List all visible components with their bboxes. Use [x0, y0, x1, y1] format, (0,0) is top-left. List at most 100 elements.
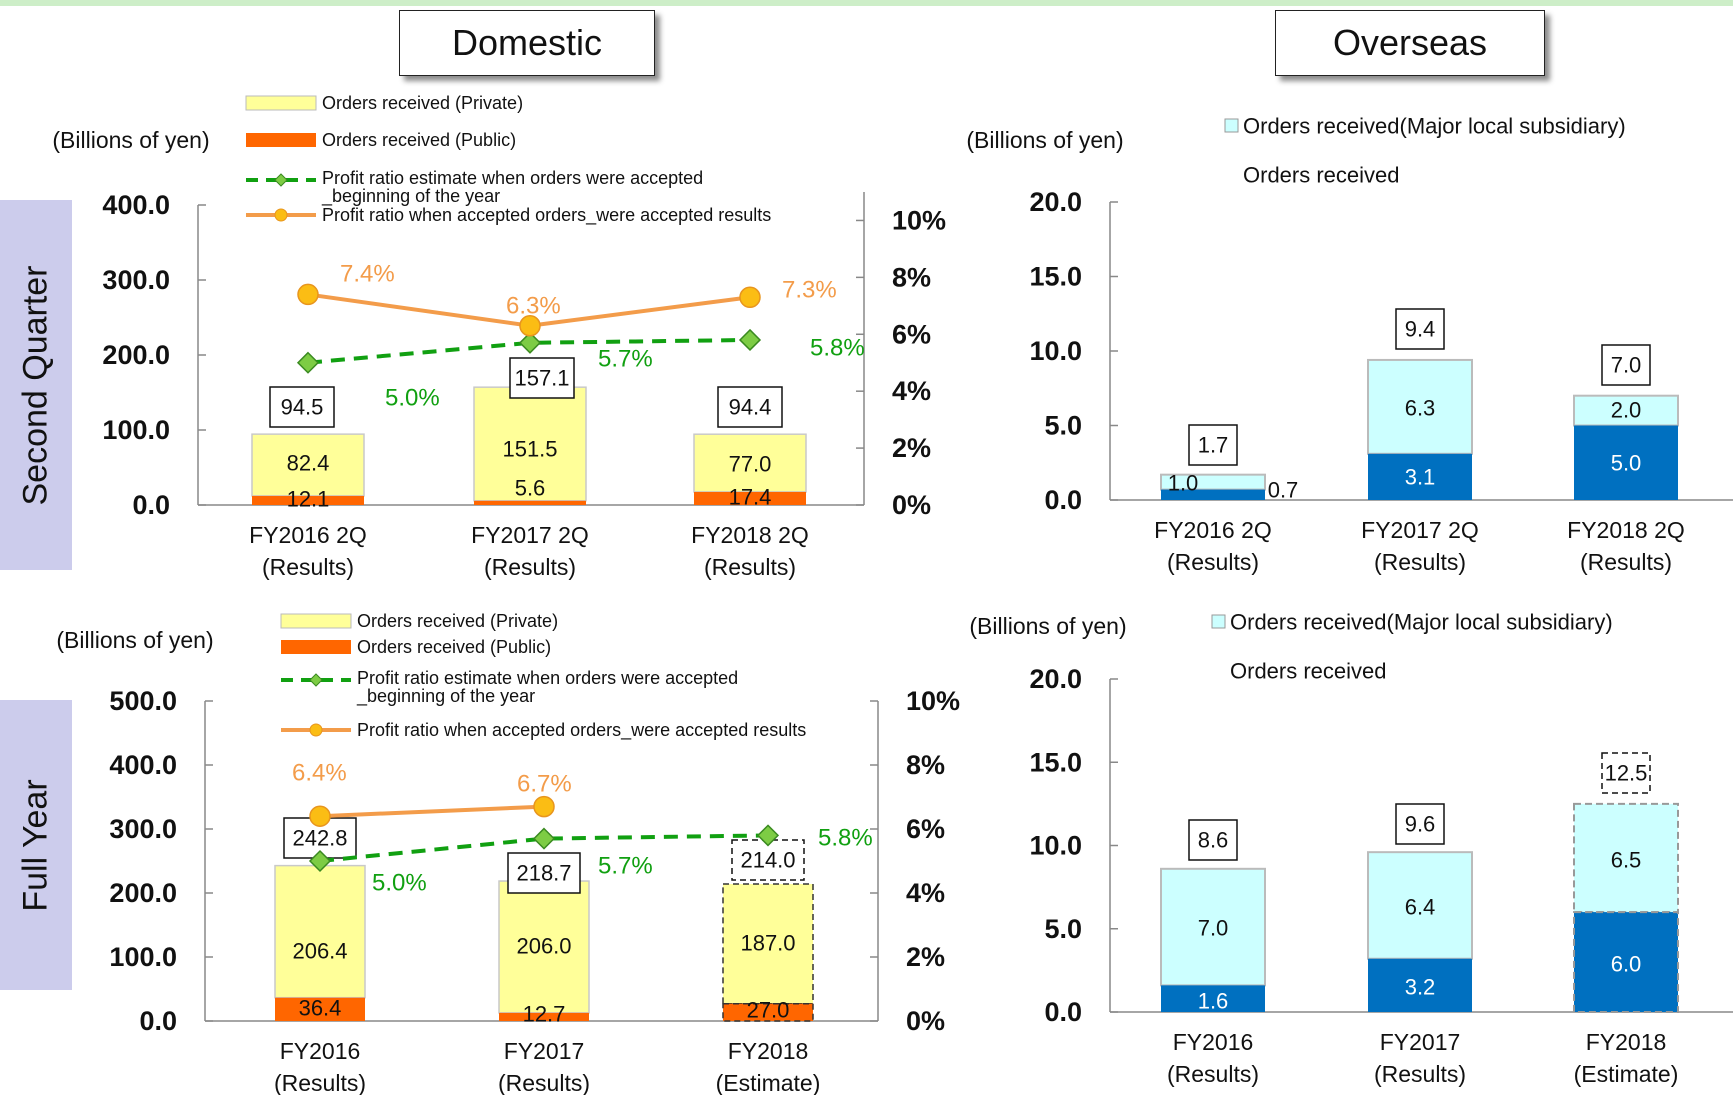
- x-tick-label: FY2018: [728, 1038, 809, 1064]
- bar-subsidiary-label: 0.7: [1268, 478, 1299, 503]
- bar-total-label: 7.0: [1611, 353, 1642, 378]
- y2-tick-label: 8%: [892, 262, 931, 292]
- bar-subsidiary-label: 6.0: [1611, 952, 1642, 977]
- y-tick-label: 0.0: [139, 1006, 177, 1036]
- bar-subsidiary-label: 1.6: [1198, 989, 1229, 1014]
- bar-total-label: 94.5: [281, 395, 324, 420]
- bar-public: [474, 501, 586, 505]
- y2-tick-label: 6%: [892, 319, 931, 349]
- x-tick-label: (Results): [704, 554, 796, 580]
- x-tick-label: (Estimate): [716, 1070, 821, 1095]
- x-tick-label: (Results): [1167, 549, 1259, 575]
- y-tick-label: 5.0: [1044, 914, 1082, 944]
- bar-total-label: 12.5: [1605, 761, 1648, 786]
- y-axis-title: (Billions of yen): [56, 627, 213, 653]
- result-ratio-point: [740, 287, 760, 307]
- y-axis-title: (Billions of yen): [966, 127, 1123, 153]
- y-tick-label: 20.0: [1029, 187, 1082, 217]
- legend-marker-estimate: [310, 674, 322, 686]
- bar-subsidiary-label: 5.0: [1611, 451, 1642, 476]
- estimate-ratio-label: 5.8%: [818, 825, 873, 852]
- y2-tick-label: 6%: [906, 814, 945, 844]
- y2-tick-label: 2%: [906, 942, 945, 972]
- x-tick-label: (Estimate): [1574, 1061, 1679, 1087]
- y-tick-label: 200.0: [102, 340, 170, 370]
- y2-tick-label: 0%: [892, 490, 931, 520]
- legend-swatch-private: [246, 96, 316, 110]
- bar-subsidiary-label: 3.1: [1405, 465, 1436, 490]
- result-ratio-label: 7.4%: [340, 261, 395, 288]
- bar-private-label: 151.5: [502, 437, 557, 462]
- result-ratio-label: 7.3%: [782, 277, 837, 304]
- legend-swatch-public: [281, 640, 351, 654]
- bar-subsidiary-label: 3.2: [1405, 975, 1436, 1000]
- x-tick-label: FY2016: [1173, 1029, 1254, 1055]
- legend-swatch-others: [1212, 615, 1225, 628]
- legend-label-estimate: Profit ratio estimate when orders were a…: [357, 668, 738, 688]
- bar-total-label: 94.4: [729, 395, 772, 420]
- x-tick-label: (Results): [262, 554, 354, 580]
- x-tick-label: (Results): [1374, 549, 1466, 575]
- estimate-ratio-point: [740, 330, 760, 350]
- bar-private-label: 77.0: [729, 452, 772, 477]
- y-tick-label: 0.0: [132, 490, 170, 520]
- bar-public-label: 36.4: [299, 996, 342, 1021]
- legend-label-others: Orders received(Major local subsidiary): [1243, 114, 1626, 139]
- legend-label-result: Profit ratio when accepted orders_were a…: [322, 205, 771, 226]
- result-ratio-point: [298, 284, 318, 304]
- bar-private: [275, 866, 365, 998]
- y2-tick-label: 4%: [906, 878, 945, 908]
- x-tick-label: FY2018: [1586, 1029, 1667, 1055]
- legend-label-orders: Orders received: [1230, 659, 1387, 684]
- x-tick-label: FY2018 2Q: [1567, 517, 1685, 543]
- bar-others-label: 2.0: [1611, 398, 1642, 423]
- bar-others-label: 1.0: [1168, 471, 1199, 496]
- bar-total-label: 1.7: [1198, 433, 1229, 458]
- bar-total-label: 218.7: [516, 861, 571, 886]
- legend-marker-estimate: [275, 174, 287, 186]
- estimate-ratio-label: 5.0%: [385, 385, 440, 412]
- x-tick-label: FY2017 2Q: [471, 522, 589, 548]
- y-tick-label: 400.0: [102, 190, 170, 220]
- legend-label-estimate-cont: _beginning of the year: [321, 186, 500, 207]
- bar-public-label: 12.7: [523, 1002, 566, 1027]
- legend-label-public: Orders received (Public): [322, 130, 516, 150]
- x-tick-label: (Results): [484, 554, 576, 580]
- legend-swatch-others: [1225, 119, 1238, 132]
- bar-others-label: 6.5: [1611, 848, 1642, 873]
- bar-total-label: 8.6: [1198, 828, 1229, 853]
- y2-tick-label: 2%: [892, 433, 931, 463]
- bar-total-label: 242.8: [292, 826, 347, 851]
- legend-marker-result: [310, 724, 322, 736]
- legend-marker-result: [275, 209, 287, 221]
- x-tick-label: FY2017: [504, 1038, 585, 1064]
- legend-label-private: Orders received (Private): [357, 611, 558, 631]
- estimate-ratio-label: 5.7%: [598, 346, 653, 373]
- x-tick-label: FY2017 2Q: [1361, 517, 1479, 543]
- legend-label-orders: Orders received: [1243, 163, 1400, 188]
- result-ratio-point: [310, 806, 330, 826]
- bar-others-label: 7.0: [1198, 916, 1229, 941]
- y2-tick-label: 8%: [906, 750, 945, 780]
- legend-label-estimate: Profit ratio estimate when orders were a…: [322, 168, 703, 188]
- y-tick-label: 0.0: [1044, 997, 1082, 1027]
- legend-label-others: Orders received(Major local subsidiary): [1230, 610, 1613, 635]
- bar-private-label: 206.4: [292, 939, 347, 964]
- estimate-ratio-point: [298, 353, 318, 373]
- x-tick-label: (Results): [1167, 1061, 1259, 1087]
- y2-tick-label: 0%: [906, 1006, 945, 1036]
- y-tick-label: 100.0: [109, 942, 177, 972]
- y-tick-label: 15.0: [1029, 747, 1082, 777]
- estimate-ratio-label: 5.7%: [598, 853, 653, 880]
- y2-tick-label: 10%: [892, 205, 946, 235]
- y2-tick-label: 10%: [906, 686, 960, 716]
- bar-private-label: 206.0: [516, 934, 571, 959]
- y-tick-label: 10.0: [1029, 831, 1082, 861]
- y-axis-title: (Billions of yen): [52, 127, 209, 153]
- x-tick-label: FY2018 2Q: [691, 522, 809, 548]
- estimate-ratio-label: 5.8%: [810, 335, 865, 362]
- y-tick-label: 15.0: [1029, 262, 1082, 292]
- y-tick-label: 100.0: [102, 415, 170, 445]
- y-tick-label: 200.0: [109, 878, 177, 908]
